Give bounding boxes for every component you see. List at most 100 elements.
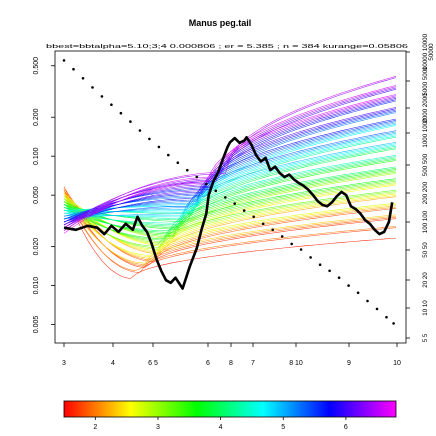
right-tick-label: 10 10	[422, 300, 429, 316]
right-tick-label: 10000 10000	[422, 33, 429, 70]
fit-curve	[63, 118, 397, 225]
fit-curve	[63, 167, 397, 233]
fit-curve	[63, 193, 397, 252]
chart-subtitle: bbest=bbtalpha=5.10;3;4 0.000806 ; er = …	[46, 44, 408, 50]
reference-dot	[375, 307, 379, 311]
colorbar-gradient	[63, 400, 397, 418]
reference-dot	[299, 248, 303, 251]
left-tick-label: 0.010	[33, 277, 40, 295]
fit-curve	[63, 189, 397, 261]
fit-curve	[63, 189, 397, 273]
reference-dot	[271, 228, 275, 232]
reference-dot	[195, 175, 199, 179]
reference-dot	[318, 263, 322, 267]
reference-dot	[242, 209, 246, 212]
fit-curve	[63, 186, 397, 262]
fit-curve	[63, 189, 397, 267]
reference-dot	[148, 137, 151, 141]
fit-curve	[63, 130, 397, 222]
left-tick-label: 0.100	[33, 147, 40, 165]
fit-curve	[63, 192, 397, 265]
bottom-tick-label: 8	[229, 360, 233, 367]
reference-dot	[309, 256, 312, 259]
bottom-tick-label: 8 10	[289, 360, 303, 367]
right-tick-label: 2000 2000	[422, 93, 429, 123]
fit-curve	[63, 166, 397, 232]
reference-dot	[328, 269, 331, 273]
colorbar-tick-label: 5	[281, 424, 285, 431]
reference-dot	[347, 284, 350, 287]
reference-dot	[62, 59, 66, 62]
fit-curve	[63, 155, 397, 224]
plot-area	[62, 59, 397, 325]
fit-curve	[63, 180, 397, 242]
fit-curve	[63, 195, 397, 264]
right-tick-label: 50000	[428, 43, 435, 61]
colorbar-tick-label: 3	[156, 424, 160, 431]
bottom-tick-label: 3	[62, 360, 66, 367]
reference-dot	[280, 235, 284, 238]
reference-dot	[100, 95, 104, 98]
fit-curve	[63, 182, 397, 244]
fit-curve	[63, 198, 397, 256]
reference-dot	[252, 215, 255, 219]
plot-frame	[54, 50, 407, 344]
fit-curve	[63, 158, 397, 228]
fit-curve	[63, 76, 397, 229]
bottom-tick-label: 6	[206, 360, 210, 367]
colorbar-tick-label: 2	[93, 424, 97, 431]
right-tick-label: 200 200	[422, 181, 429, 204]
reference-dot	[186, 168, 189, 172]
bottom-tick-label: 10	[393, 360, 401, 367]
fit-curve	[63, 156, 397, 225]
reference-dot	[233, 202, 236, 205]
fit-curve	[63, 192, 397, 253]
fit-curve	[63, 189, 397, 255]
reference-dot	[224, 196, 227, 199]
bottom-tick-label: 4	[111, 360, 115, 367]
fit-curve	[63, 169, 397, 235]
reference-dot	[366, 299, 369, 303]
reference-dot	[72, 67, 75, 71]
fit-curve	[63, 195, 397, 258]
bottom-tick-label: 9	[347, 360, 351, 367]
colorbar-tick-label: 4	[219, 424, 223, 431]
fit-curve	[63, 192, 397, 250]
reference-dot	[261, 222, 265, 226]
reference-dot	[356, 291, 360, 295]
reference-dot	[337, 276, 341, 280]
reference-dot	[290, 242, 294, 246]
fit-curve	[63, 186, 397, 268]
left-tick-label: 0.020	[33, 238, 40, 256]
left-tick-label: 0.500	[33, 57, 40, 75]
fit-curve	[63, 94, 397, 234]
left-tick-label: 0.050	[33, 186, 40, 204]
fit-curve	[63, 142, 397, 219]
reference-dot	[214, 189, 218, 193]
reference-dot	[167, 153, 170, 157]
left-tick-label: 0.200	[33, 108, 40, 126]
fit-curve	[63, 170, 397, 236]
right-tick-label: 100 100	[422, 210, 429, 233]
chart-title: Manus peg.tail	[189, 18, 252, 28]
right-tick-label: 50 50	[422, 242, 429, 258]
reference-dot	[157, 145, 161, 149]
bottom-tick-label: 6 5	[148, 360, 158, 367]
fit-curve	[63, 189, 397, 247]
fit-curve	[63, 189, 397, 279]
right-tick-label: 20 20	[422, 272, 429, 288]
left-tick-label: 0.005	[33, 316, 40, 334]
reference-dot	[385, 315, 388, 319]
right-tick-label: 5000 5000	[422, 66, 429, 96]
right-tick-label: 500 500	[422, 153, 429, 176]
fit-curve	[63, 192, 397, 271]
axes: 0.005 0.010 0.020 0.050 0.100 0.200 0.500 3 4 6 5…	[33, 33, 435, 367]
fit-curve	[64, 143, 397, 217]
reference-dot	[129, 120, 132, 123]
colorbar-tick-label: 6	[344, 424, 348, 431]
reference-dot	[91, 86, 94, 89]
reference-dot	[138, 129, 142, 132]
bottom-tick-label: 7	[251, 360, 255, 367]
reference-dot	[392, 322, 395, 325]
